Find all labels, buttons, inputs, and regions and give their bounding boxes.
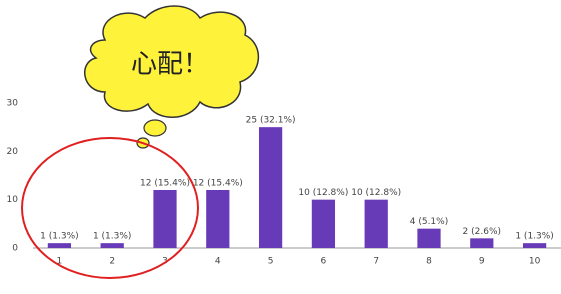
bar [417,229,440,248]
x-tick-label: 9 [479,257,485,267]
y-tick-label: 30 [7,99,19,109]
y-tick-label: 0 [12,244,18,254]
y-tick-label: 10 [7,195,19,205]
y-tick-label: 20 [7,147,19,157]
value-label: 25 (32.1%) [246,116,296,126]
value-label: 12 (15.4%) [140,179,190,189]
x-tick-label: 2 [109,257,115,267]
x-tick-label: 5 [268,257,274,267]
x-tick-label: 7 [373,257,379,267]
x-tick-label: 6 [321,257,327,267]
chart: 心配！ 010203011 (1.3%)21 (1.3%)312 (15.4%)… [0,0,561,294]
bar [312,200,335,248]
bar [365,200,388,248]
x-tick-label: 10 [529,257,541,267]
bar [153,190,176,248]
value-label: 2 (2.6%) [463,227,501,237]
bar [259,127,282,248]
x-tick-label: 8 [426,257,432,267]
value-label: 1 (1.3%) [93,232,131,242]
value-label: 4 (5.1%) [410,217,448,227]
x-tick-label: 4 [215,257,221,267]
value-label: 12 (15.4%) [193,179,243,189]
bar [48,243,71,248]
value-label: 1 (1.3%) [515,232,553,242]
value-label: 1 (1.3%) [40,232,78,242]
bar [101,243,124,248]
bar [206,190,229,248]
bar [523,243,546,248]
bar [470,238,493,248]
value-label: 10 (12.8%) [351,188,401,198]
annotation: 心配！ [131,50,209,80]
value-label: 10 (12.8%) [298,188,348,198]
